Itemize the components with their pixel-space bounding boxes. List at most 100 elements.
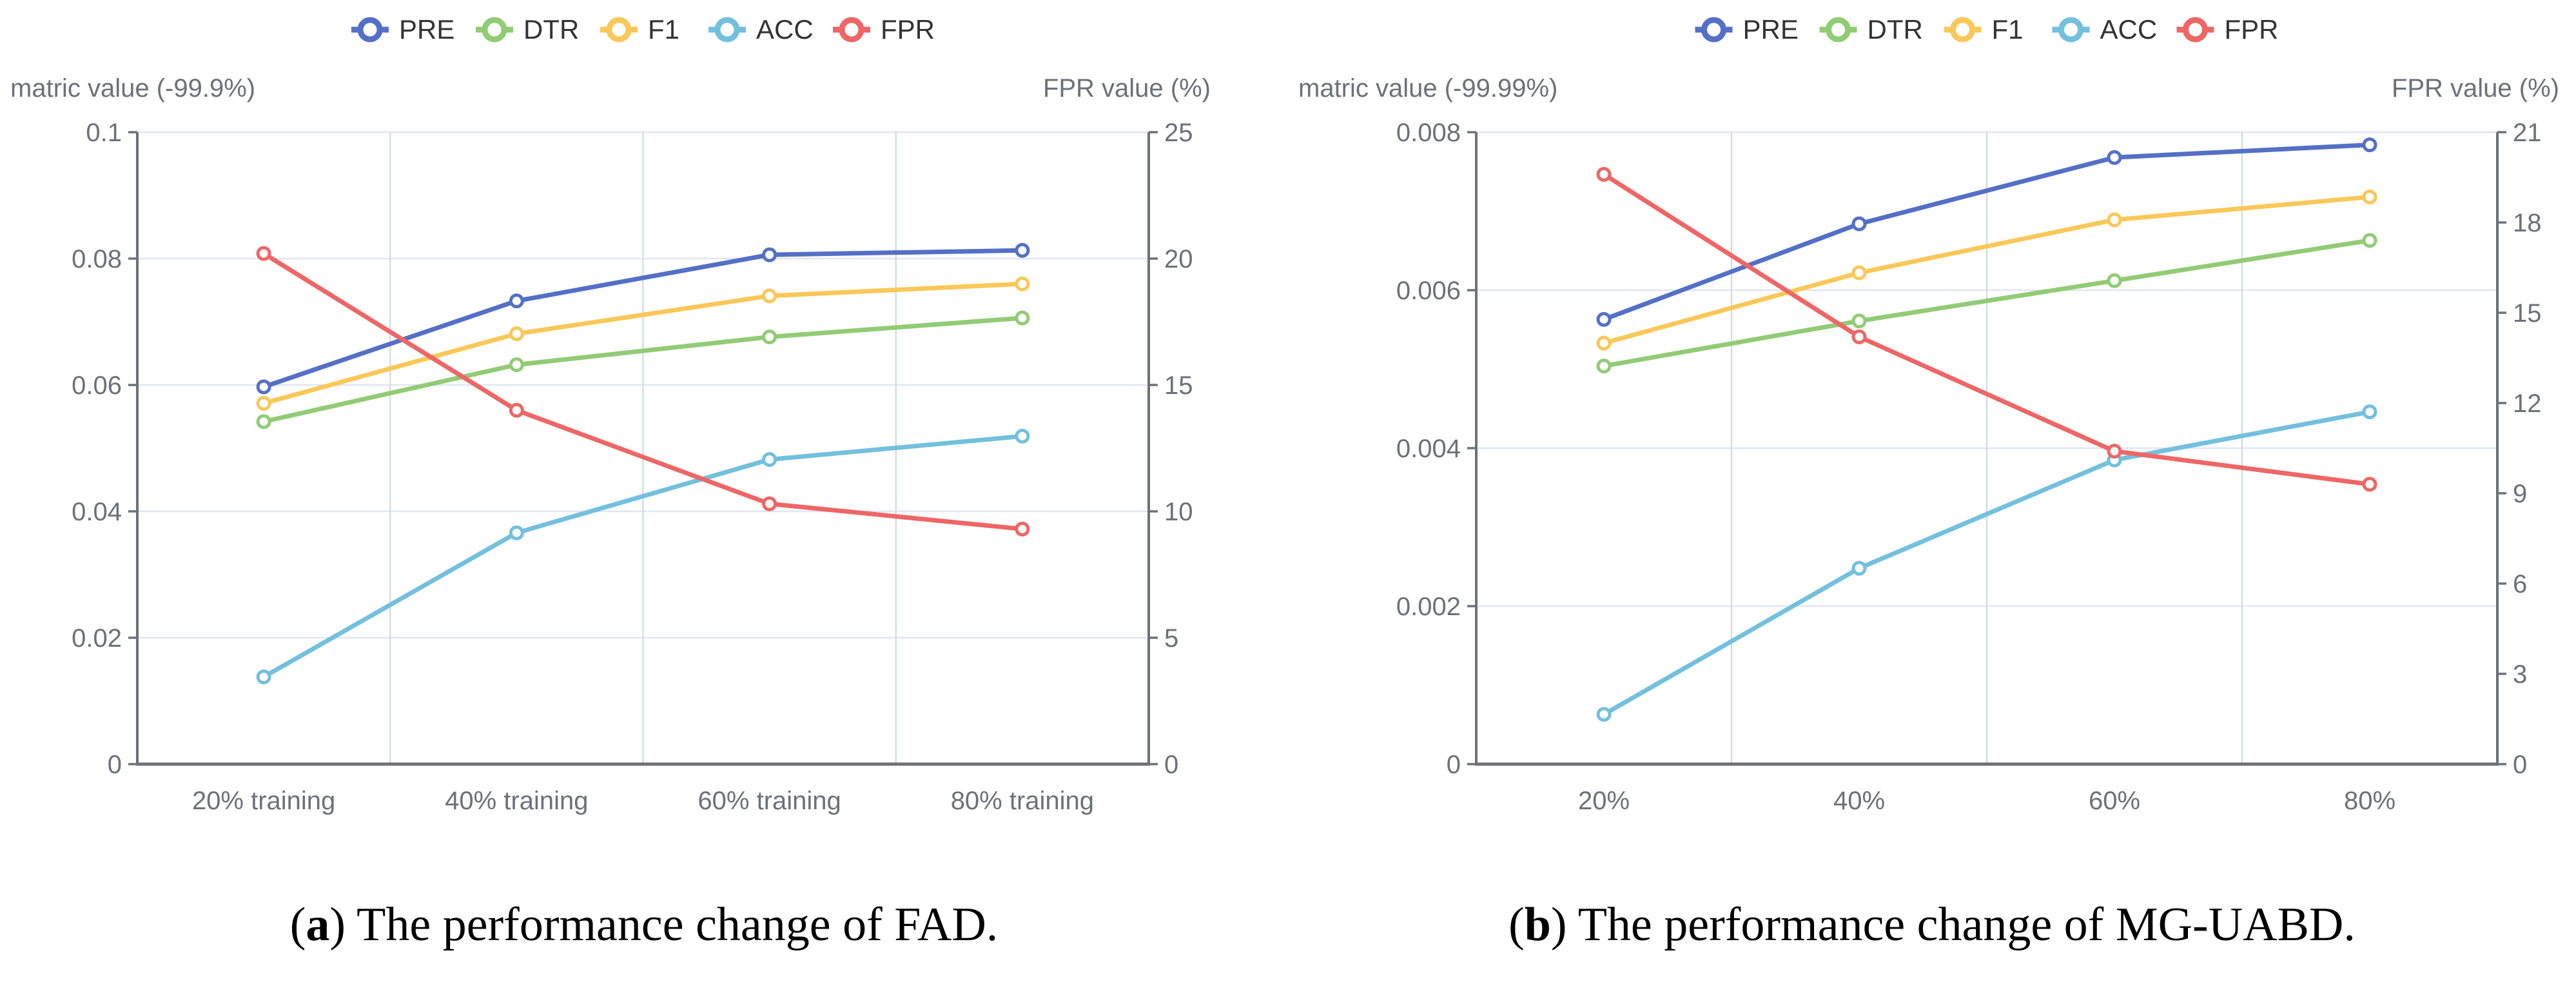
right-axis-tick-label: 20	[1164, 245, 1193, 273]
right-axis-tick-label: 15	[2513, 299, 2542, 328]
legend-label-FPR: FPR	[2225, 14, 2279, 44]
x-axis-category-label: 80% training	[951, 787, 1094, 815]
data-point-PRE	[1851, 216, 1867, 231]
right-axis-tick-label: 3	[2513, 660, 2527, 689]
series-line-ACC	[1601, 409, 2372, 717]
legend-label-PRE: PRE	[1743, 14, 1799, 44]
caption-a-paren-open: (	[289, 898, 306, 951]
axes-mg-uabd: 0 0.002 0.004 0.006 0.008 0 3 6 9 12 15 18 21 20% 40% 6…	[1396, 119, 2542, 815]
right-axis-tick-label: 12	[2513, 389, 2542, 418]
right-axis-tick-label: 0	[2513, 751, 2527, 779]
series-DTR	[256, 310, 1030, 429]
x-axis-category-label: 20% training	[192, 787, 335, 815]
data-point-PRE	[2107, 150, 2122, 165]
legend-label-FPR: FPR	[881, 14, 935, 44]
series-line-F1	[261, 281, 1025, 406]
chart-a-fad: 0 0.02 0.04 0.06 0.08 0.1 0 5 10 15 20 25 20% traini…	[0, 0, 1288, 838]
data-point-FPR	[2107, 444, 2122, 459]
legend-label-ACC: ACC	[756, 14, 814, 44]
data-point-ACC	[256, 669, 271, 685]
left-axis-tick-label: 0.002	[1396, 593, 1461, 621]
data-point-ACC	[2362, 404, 2377, 420]
legend-marker-circle-FPR	[2183, 17, 2208, 43]
data-point-F1	[2107, 212, 2122, 228]
series-line-F1	[1601, 194, 2372, 346]
caption-b: (b) The performance change of MG-UABD.	[1288, 898, 2576, 952]
series-F1	[1596, 189, 2377, 351]
data-point-DTR	[509, 357, 524, 373]
data-point-DTR	[762, 330, 777, 345]
legend-item-ACC: ACC	[708, 14, 814, 44]
legend-item-F1: F1	[1944, 14, 2024, 44]
data-point-ACC	[509, 525, 524, 540]
series-line-FPR	[1601, 172, 2372, 487]
left-axis-name: matric value (-99.9%)	[10, 74, 255, 103]
x-axis-category-label: 20%	[1578, 787, 1630, 815]
legend-item-DTR: DTR	[476, 14, 579, 44]
data-point-F1	[1596, 335, 1612, 351]
right-axis-tick-label: 25	[1164, 119, 1193, 147]
data-point-ACC	[1015, 428, 1030, 444]
data-point-F1	[509, 326, 524, 342]
data-point-FPR	[1851, 329, 1867, 344]
data-point-PRE	[2362, 137, 2377, 153]
x-axis-category-label: 80%	[2344, 787, 2395, 815]
right-axis-name: FPR value (%)	[2392, 74, 2559, 103]
series-line-DTR	[1601, 238, 2372, 369]
legend-marker-circle-PRE	[1701, 17, 1726, 43]
data-point-DTR	[1851, 313, 1867, 329]
data-point-F1	[1015, 276, 1030, 291]
legend-marker-circle-DTR	[482, 17, 507, 43]
data-point-DTR	[2362, 233, 2377, 248]
chart-svg-mg-uabd: 0 0.002 0.004 0.006 0.008 0 3 6 9 12 15 18 21 20% 40% 6…	[1298, 14, 2559, 815]
x-axis-category-label: 60% training	[698, 787, 841, 815]
x-axis-category-label: 60%	[2089, 787, 2140, 815]
series-FPR	[1596, 166, 2377, 492]
legend-label-DTR: DTR	[1868, 14, 1923, 44]
left-axis-tick-label: 0.1	[86, 119, 122, 147]
legend-label-PRE: PRE	[399, 14, 454, 44]
caption-b-paren-open: (	[1508, 898, 1525, 951]
right-axis-name: FPR value (%)	[1043, 74, 1211, 103]
series-FPR	[256, 246, 1030, 536]
left-axis-tick-label: 0.04	[72, 498, 122, 526]
right-axis-tick-label: 5	[1164, 624, 1178, 653]
right-axis-tick-label: 6	[2513, 570, 2527, 598]
right-axis-tick-label: 18	[2513, 209, 2542, 237]
data-point-PRE	[762, 247, 777, 262]
caption-a-letter: a	[306, 898, 330, 951]
legend-item-PRE: PRE	[1695, 14, 1799, 44]
legend-item-ACC: ACC	[2052, 14, 2157, 44]
data-point-FPR	[762, 496, 777, 511]
series-line-FPR	[261, 251, 1025, 531]
left-axis-tick-label: 0.004	[1396, 435, 1461, 463]
gridlines-mg-uabd	[1476, 131, 2497, 764]
x-axis-category-label: 40%	[1833, 787, 1885, 815]
gridlines-fad	[137, 131, 1149, 764]
data-point-F1	[762, 288, 777, 304]
series-line-PRE	[1601, 143, 2372, 322]
legend-label-DTR: DTR	[523, 14, 579, 44]
data-point-PRE	[509, 293, 524, 309]
legend-label-F1: F1	[648, 14, 679, 44]
chart-b-mg-uabd: 0 0.002 0.004 0.006 0.008 0 3 6 9 12 15 18 21 20% 40% 6…	[1288, 0, 2576, 838]
legend-item-PRE: PRE	[351, 14, 454, 44]
data-point-DTR	[1015, 310, 1030, 326]
caption-a-rest: ) The performance change of FAD.	[329, 898, 999, 951]
legend-item-F1: F1	[600, 14, 679, 44]
data-point-ACC	[1596, 707, 1612, 722]
data-point-ACC	[1851, 560, 1867, 576]
right-axis-tick-label: 10	[1164, 498, 1193, 526]
x-axis-category-label: 40% training	[445, 787, 588, 815]
left-axis-tick-label: 0.006	[1396, 277, 1461, 305]
legend-marker-circle-ACC	[2058, 17, 2083, 43]
chart-svg-fad: 0 0.02 0.04 0.06 0.08 0.1 0 5 10 15 20 25 20% traini…	[10, 14, 1211, 815]
series-line-DTR	[261, 315, 1025, 424]
series-DTR	[1596, 233, 2377, 374]
series-F1	[256, 276, 1030, 411]
series-line-ACC	[261, 433, 1025, 680]
legend-item-FPR: FPR	[2176, 14, 2279, 44]
legend-label-F1: F1	[1992, 14, 2024, 44]
legend-fad: PRE DTR F1 ACC FPR	[351, 14, 935, 44]
